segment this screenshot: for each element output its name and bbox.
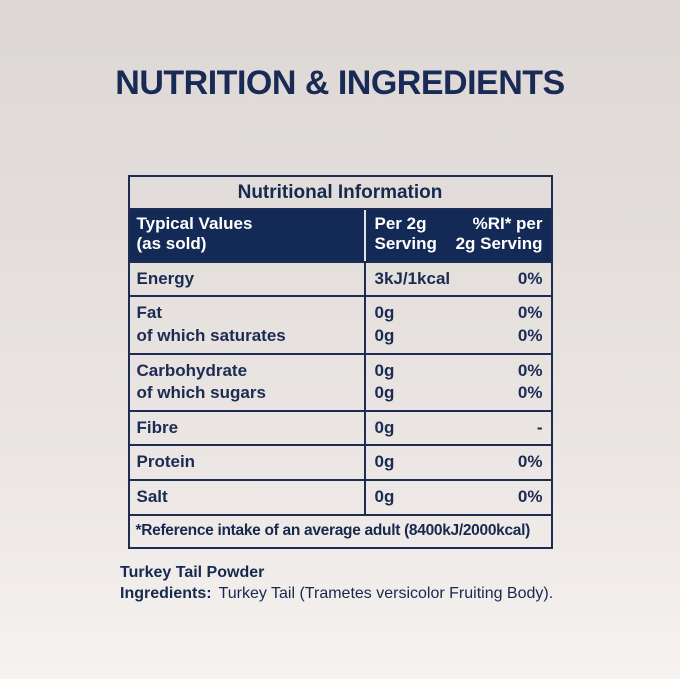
row-ri: 0%: [517, 268, 543, 288]
row-ri-line1: 0%: [517, 303, 543, 323]
table-title: Nutritional Information: [237, 182, 443, 203]
row-value-line2: 0g: [374, 326, 395, 345]
row-values: 0g 0g 0% 0%: [366, 297, 551, 352]
header-per-serving-line2: Serving: [374, 234, 437, 254]
row-values: 0g 0%: [366, 481, 551, 514]
ingredients-text: Turkey Tail (Trametes versicolor Fruitin…: [218, 585, 554, 603]
row-value: 0g: [374, 487, 395, 507]
header-ri-per-serving: %RI* per 2g Serving: [456, 214, 543, 255]
row-label-line2: of which sugars: [136, 383, 266, 403]
table-row-salt: Salt 0g 0%: [129, 479, 551, 514]
nutritional-information-table: Nutritional Information Typical Values (…: [127, 175, 553, 549]
table-row-energy: Energy 3kJ/1kcal 0%: [129, 260, 551, 296]
product-name: Turkey Tail Powder: [120, 563, 265, 581]
row-label-line2: of which saturates: [136, 326, 286, 345]
table-row-carbohydrate: Carbohydrate of which sugars 0g 0g 0% 0%: [129, 352, 551, 410]
row-value: 0g: [374, 452, 395, 472]
row-value: 3kJ/1kcal: [374, 268, 451, 288]
row-ri: 0%: [517, 487, 543, 507]
table-header-row: Typical Values (as sold) Per 2g Serving …: [129, 208, 551, 261]
section-title: NUTRITION & INGREDIENTS: [115, 64, 565, 102]
table-row-fibre: Fibre 0g -: [129, 409, 551, 445]
table-footnote: *Reference intake of an average adult (8…: [129, 513, 551, 547]
header-per-serving-line1: Per 2g: [374, 214, 427, 233]
row-ri: 0% 0%: [518, 360, 543, 405]
row-label: Fibre: [130, 411, 366, 445]
row-ri: 0% 0%: [518, 302, 543, 347]
row-label: Energy: [130, 262, 366, 296]
header-typical-values-line2: (as sold): [136, 234, 207, 254]
row-label: Fat of which saturates: [130, 297, 366, 353]
row-value: 0g: [374, 417, 395, 437]
row-value-line1: 0g: [374, 303, 395, 323]
row-value-line2: 0g: [374, 383, 395, 403]
ingredients-label: Ingredients:: [120, 585, 212, 603]
row-label: Protein: [130, 446, 366, 480]
row-values: 0g -: [366, 412, 551, 445]
row-values: 3kJ/1kcal 0%: [366, 263, 551, 296]
row-ri: -: [536, 417, 543, 437]
header-value-columns: Per 2g Serving %RI* per 2g Serving: [366, 210, 551, 261]
header-ri-line1: %RI* per: [472, 214, 543, 233]
row-value-line1: 0g: [374, 360, 395, 380]
header-ri-line2: 2g Serving: [455, 234, 543, 254]
ingredients-block: Turkey Tail Powder Ingredients: Turkey Ta…: [120, 562, 560, 605]
header-typical-values: Typical Values (as sold): [130, 210, 366, 261]
table-row-fat: Fat of which saturates 0g 0g 0% 0%: [129, 295, 551, 353]
row-ri: 0%: [517, 452, 543, 472]
row-label: Salt: [130, 481, 366, 514]
ingredients-line: Ingredients: Turkey Tail (Trametes versic…: [120, 583, 560, 605]
row-ri-line2: 0%: [517, 326, 543, 345]
row-label-line1: Carbohydrate: [136, 360, 248, 380]
nutrition-ingredients-section: NUTRITION & INGREDIENTS Nutritional Info…: [115, 64, 565, 605]
row-label-line1: Fat: [136, 303, 163, 323]
row-values: 0g 0%: [366, 446, 551, 479]
row-label: Carbohydrate of which sugars: [130, 354, 366, 410]
row-ri-line2: 0%: [517, 383, 543, 403]
header-typical-values-line1: Typical Values: [136, 214, 253, 233]
row-ri-line1: 0%: [517, 360, 543, 380]
table-row-protein: Protein 0g 0%: [129, 444, 551, 480]
row-value: 0g 0g: [375, 360, 395, 405]
row-value: 0g 0g: [375, 302, 395, 347]
header-per-serving: Per 2g Serving: [375, 214, 437, 255]
row-values: 0g 0g 0% 0%: [366, 355, 551, 410]
